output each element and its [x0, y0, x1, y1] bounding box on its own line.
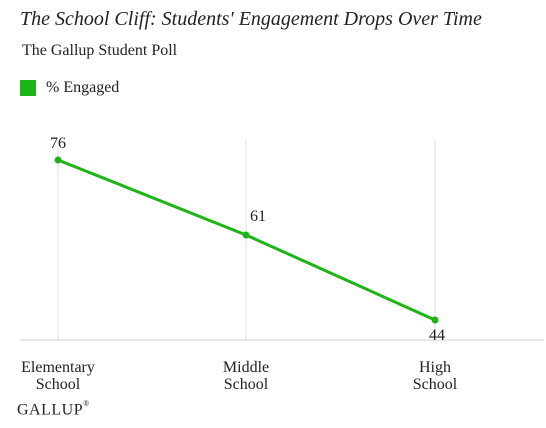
- gallup-logo-text: GALLUP®: [17, 399, 90, 419]
- data-point-1: [54, 156, 62, 164]
- legend: % Engaged: [20, 79, 119, 97]
- legend-swatch: [20, 80, 36, 96]
- data-point-2: [242, 231, 250, 239]
- x-tick-label-line: High: [419, 359, 451, 376]
- gallup-brand-text: GALLUP: [17, 401, 84, 419]
- chart-title: The School Cliff: Students' Engagement D…: [20, 8, 482, 30]
- x-tick-label-2: Middle School: [223, 359, 269, 393]
- legend-label: % Engaged: [46, 79, 120, 96]
- data-point-3: [431, 316, 439, 324]
- x-tick-label-line: School: [413, 376, 458, 393]
- data-label-3: 44: [429, 327, 445, 344]
- chart-subtitle: The Gallup Student Poll: [22, 42, 178, 59]
- x-tick-label-line: Middle: [223, 359, 269, 376]
- x-tick-label-line: School: [224, 376, 269, 393]
- x-tick-label-line: Elementary: [21, 359, 95, 376]
- x-tick-label-line: School: [36, 376, 81, 393]
- registered-mark: ®: [83, 399, 90, 408]
- data-label-1: 76: [50, 135, 66, 152]
- x-tick-label-3: High School: [413, 359, 458, 393]
- data-label-2: 61: [250, 208, 266, 225]
- x-tick-label-1: Elementary School: [21, 359, 95, 393]
